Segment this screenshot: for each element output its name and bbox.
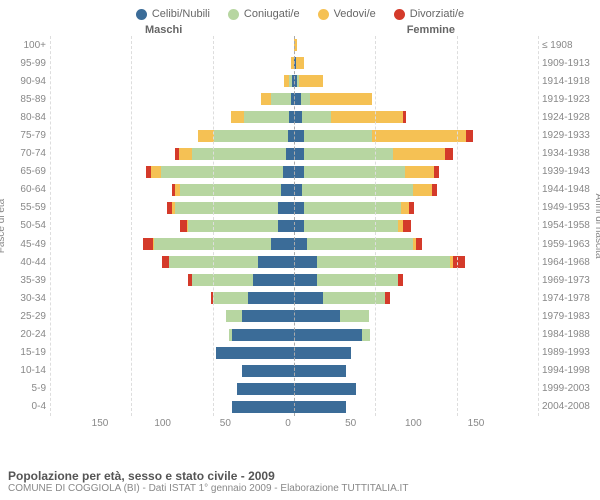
age-tick: 40-44: [10, 257, 46, 268]
birth-tick: 1969-1973: [542, 275, 594, 286]
legend: Celibi/Nubili Coniugati/e Vedovi/e Divorzia…: [0, 0, 600, 24]
birth-tick: 2004-2008: [542, 401, 594, 412]
male-label: Maschi: [145, 24, 182, 36]
age-tick: 55-59: [10, 202, 46, 213]
birth-tick: 1979-1983: [542, 311, 594, 322]
chart-subtitle: COMUNE DI COGGIOLA (BI) - Dati ISTAT 1° …: [8, 483, 408, 494]
age-tick: 10-14: [10, 365, 46, 376]
age-tick: 80-84: [10, 112, 46, 123]
x-tick: 50: [345, 418, 356, 429]
legend-swatch: [228, 9, 239, 20]
birth-tick: 1954-1958: [542, 220, 594, 231]
chart-area: Fasce di età Anni di nascita 100+ 95-99 90…: [0, 36, 600, 416]
x-axis: 15010050050100150: [100, 418, 476, 432]
birth-tick: 1984-1988: [542, 329, 594, 340]
age-labels: 100+ 95-99 90-94 85-89 80-84 75-79 70-74 65-69 6…: [10, 36, 46, 416]
legend-swatch: [136, 9, 147, 20]
grid-line: [457, 36, 458, 416]
age-tick: 15-19: [10, 347, 46, 358]
legend-item: Vedovi/e: [318, 8, 376, 20]
y-axis-left-title: Fasce di età: [0, 199, 7, 253]
birth-tick: 1924-1928: [542, 112, 594, 123]
legend-item: Celibi/Nubili: [136, 8, 210, 20]
birth-tick: 1994-1998: [542, 365, 594, 376]
x-tick: 100: [405, 418, 422, 429]
age-tick: 65-69: [10, 166, 46, 177]
footer: Popolazione per età, sesso e stato civil…: [8, 469, 408, 494]
x-tick: 100: [154, 418, 171, 429]
age-tick: 45-49: [10, 239, 46, 250]
age-tick: 35-39: [10, 275, 46, 286]
legend-label: Divorziati/e: [410, 8, 464, 20]
age-tick: 90-94: [10, 76, 46, 87]
age-tick: 50-54: [10, 220, 46, 231]
age-tick: 95-99: [10, 58, 46, 69]
legend-swatch: [318, 9, 329, 20]
birth-tick: 1909-1913: [542, 58, 594, 69]
birth-tick: 1989-1993: [542, 347, 594, 358]
plot: 15010050050100150: [50, 36, 538, 416]
legend-item: Divorziati/e: [394, 8, 464, 20]
gender-labels: Maschi Femmine: [0, 24, 600, 36]
birth-tick: 1974-1978: [542, 293, 594, 304]
age-tick: 100+: [10, 40, 46, 51]
age-tick: 0-4: [10, 401, 46, 412]
age-tick: 20-24: [10, 329, 46, 340]
grid-line: [131, 36, 132, 416]
chart-title: Popolazione per età, sesso e stato civil…: [8, 469, 408, 483]
legend-label: Vedovi/e: [334, 8, 376, 20]
birth-tick: 1999-2003: [542, 383, 594, 394]
birth-tick: 1949-1953: [542, 202, 594, 213]
age-tick: 85-89: [10, 94, 46, 105]
birth-tick: 1919-1923: [542, 94, 594, 105]
birth-tick: 1914-1918: [542, 76, 594, 87]
grid-line: [375, 36, 376, 416]
legend-item: Coniugati/e: [228, 8, 300, 20]
x-tick: 150: [92, 418, 109, 429]
age-tick: 30-34: [10, 293, 46, 304]
birth-labels: ≤ 1908 1909-1913 1914-1918 1919-1923 1924-19…: [542, 36, 594, 416]
birth-tick: 1964-1968: [542, 257, 594, 268]
birth-tick: ≤ 1908: [542, 40, 594, 51]
grid-line: [213, 36, 214, 416]
birth-tick: 1929-1933: [542, 130, 594, 141]
center-line: [294, 36, 295, 416]
age-tick: 75-79: [10, 130, 46, 141]
birth-tick: 1959-1963: [542, 239, 594, 250]
grid-line: [538, 36, 539, 416]
age-tick: 25-29: [10, 311, 46, 322]
grid-line: [50, 36, 51, 416]
birth-tick: 1944-1948: [542, 184, 594, 195]
x-tick: 50: [220, 418, 231, 429]
age-tick: 60-64: [10, 184, 46, 195]
female-label: Femmine: [407, 24, 455, 36]
age-tick: 70-74: [10, 148, 46, 159]
legend-label: Coniugati/e: [244, 8, 300, 20]
age-tick: 5-9: [10, 383, 46, 394]
pyramid-chart: Celibi/Nubili Coniugati/e Vedovi/e Divorzia…: [0, 0, 600, 500]
legend-swatch: [394, 9, 405, 20]
y-axis-right-title: Anni di nascita: [593, 193, 600, 258]
birth-tick: 1934-1938: [542, 148, 594, 159]
x-tick: 150: [468, 418, 485, 429]
birth-tick: 1939-1943: [542, 166, 594, 177]
x-tick: 0: [285, 418, 291, 429]
legend-label: Celibi/Nubili: [152, 8, 210, 20]
